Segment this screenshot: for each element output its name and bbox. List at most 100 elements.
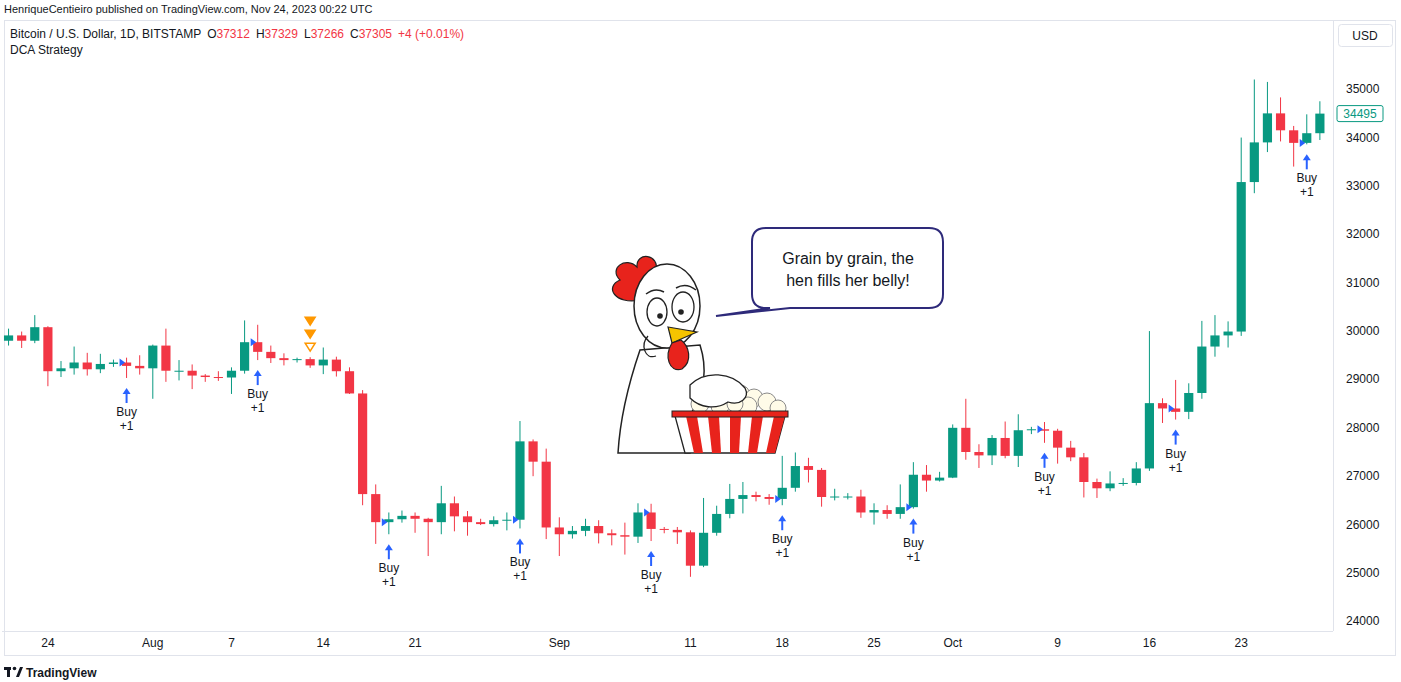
logo-part xyxy=(13,667,17,671)
x-tick-label: Sep xyxy=(549,636,571,650)
candle-body xyxy=(909,475,918,507)
y-tick-label: 30000 xyxy=(1346,324,1380,338)
candle-body xyxy=(817,470,826,497)
ohlc-value: 37305 xyxy=(359,27,393,41)
entry-marker xyxy=(644,508,650,516)
candle-body xyxy=(948,428,957,478)
candle-body xyxy=(987,438,996,455)
x-tick-label: Oct xyxy=(943,636,962,650)
candle-body xyxy=(410,516,419,519)
candle-body xyxy=(555,527,564,534)
currency-label: USD xyxy=(1352,29,1378,43)
candle-body xyxy=(1210,335,1219,346)
buy-label: Buy xyxy=(1296,171,1317,185)
candle-body xyxy=(476,522,485,524)
buy-qty: +1 xyxy=(907,550,921,564)
ohlc-value: 37312 xyxy=(217,27,251,41)
candle-wick xyxy=(559,517,560,556)
signal-triangle xyxy=(305,330,315,338)
signal-triangle xyxy=(305,317,315,325)
candle-body xyxy=(1092,482,1101,488)
bucket-stripe xyxy=(766,416,785,453)
bucket-rim xyxy=(672,411,788,417)
y-tick-label: 27000 xyxy=(1346,469,1380,483)
candle-body xyxy=(515,441,524,519)
candle-body xyxy=(935,478,944,481)
candle-wick xyxy=(624,523,625,555)
y-tick-label: 31000 xyxy=(1346,276,1380,290)
candle-wick xyxy=(205,374,206,382)
strategy-name: DCA Strategy xyxy=(10,43,83,57)
candle-body xyxy=(201,376,210,377)
candle-wick xyxy=(506,512,507,530)
candle-body xyxy=(253,342,262,352)
entry-marker xyxy=(1038,425,1044,433)
buy-label: Buy xyxy=(1165,447,1186,461)
footer-brand: TradingView xyxy=(26,666,97,680)
buy-arrow-shaft xyxy=(781,520,783,530)
x-tick-label: 7 xyxy=(228,636,235,650)
candle-body xyxy=(1066,448,1075,458)
candle-body xyxy=(1289,130,1298,143)
buy-qty: +1 xyxy=(382,575,396,589)
candle-body xyxy=(869,510,878,512)
bucket-stripe xyxy=(730,416,741,453)
candle-wick xyxy=(978,444,979,468)
time-axis-line xyxy=(2,631,1333,632)
last-price-box xyxy=(1337,106,1383,122)
candle-body xyxy=(371,494,380,522)
buy-label: Buy xyxy=(641,568,662,582)
candle-body xyxy=(463,516,472,522)
y-tick-label: 32000 xyxy=(1346,227,1380,241)
candle-wick xyxy=(74,347,75,375)
candle-body xyxy=(266,352,275,358)
candle-body xyxy=(188,371,197,376)
published-note: HenriqueCentieiro published on TradingVi… xyxy=(4,3,373,15)
candle-body xyxy=(43,327,52,371)
candle-body xyxy=(791,466,800,488)
candle-body xyxy=(647,512,656,528)
symbol-title: Bitcoin / U.S. Dollar, 1D, BITSTAMP xyxy=(10,27,201,41)
candle-body xyxy=(214,377,223,378)
candle-body xyxy=(725,499,734,514)
buy-arrow-shaft xyxy=(519,543,521,553)
entry-marker xyxy=(251,338,256,346)
candle-body xyxy=(830,497,839,498)
candle-body xyxy=(896,507,905,514)
x-tick-label: 24 xyxy=(41,636,55,650)
y-tick-label: 35000 xyxy=(1346,82,1380,96)
currency-box xyxy=(1339,25,1393,47)
candle-body xyxy=(856,497,865,513)
candle-wick xyxy=(192,364,193,389)
candle-body xyxy=(922,475,931,481)
candle-wick xyxy=(139,355,140,374)
candle-body xyxy=(502,520,511,521)
candle-body xyxy=(1132,468,1141,483)
y-tick-label: 28000 xyxy=(1346,421,1380,435)
y-tick-label: 34000 xyxy=(1346,131,1380,145)
candle-body xyxy=(1184,393,1193,412)
candle-body xyxy=(699,533,708,566)
chart-frame xyxy=(5,21,1396,656)
ohlc-value: 37266 xyxy=(311,27,345,41)
buy-qty: +1 xyxy=(1038,484,1052,498)
candle-body xyxy=(319,360,328,366)
candle-body xyxy=(279,358,288,360)
candle-body xyxy=(1250,142,1259,182)
hen-brow xyxy=(646,290,664,294)
candle-body xyxy=(1105,483,1114,488)
candle-wick xyxy=(664,527,665,533)
candle-body xyxy=(660,529,669,530)
candles xyxy=(4,80,1325,577)
candle-body xyxy=(397,516,406,519)
hen-hand xyxy=(644,336,656,357)
header-legend: Bitcoin / U.S. Dollar, 1D, BITSTAMPO3731… xyxy=(10,27,464,41)
logo-part xyxy=(16,667,23,677)
candle-wick xyxy=(808,458,809,483)
bucket-stripe xyxy=(686,416,703,453)
candle-body xyxy=(70,363,79,369)
candle-body xyxy=(673,530,682,532)
candle-body xyxy=(240,342,249,371)
candle-body xyxy=(489,520,498,524)
candle-body xyxy=(1014,430,1023,456)
